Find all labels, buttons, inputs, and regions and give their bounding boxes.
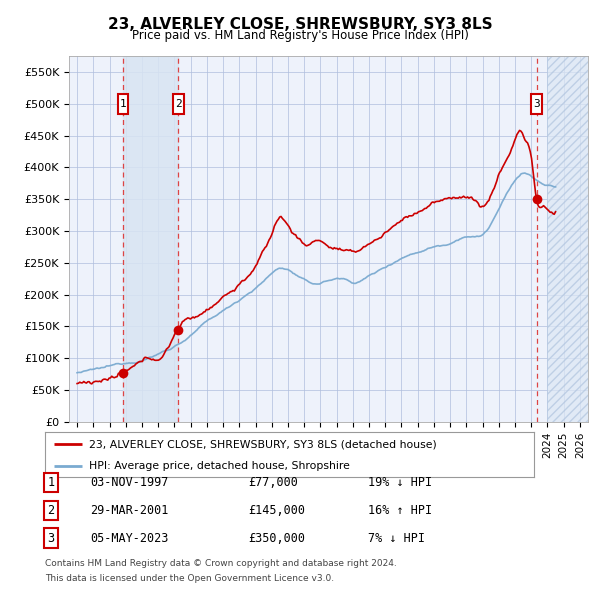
Text: £145,000: £145,000 <box>248 504 305 517</box>
FancyBboxPatch shape <box>532 94 542 114</box>
Text: Price paid vs. HM Land Registry's House Price Index (HPI): Price paid vs. HM Land Registry's House … <box>131 30 469 42</box>
Text: This data is licensed under the Open Government Licence v3.0.: This data is licensed under the Open Gov… <box>45 574 334 583</box>
Text: 23, ALVERLEY CLOSE, SHREWSBURY, SY3 8LS: 23, ALVERLEY CLOSE, SHREWSBURY, SY3 8LS <box>107 17 493 31</box>
Text: £77,000: £77,000 <box>248 476 298 489</box>
Text: 2: 2 <box>175 99 182 109</box>
Text: 7% ↓ HPI: 7% ↓ HPI <box>368 532 425 545</box>
Text: 05-MAY-2023: 05-MAY-2023 <box>90 532 169 545</box>
Text: £350,000: £350,000 <box>248 532 305 545</box>
Text: 23, ALVERLEY CLOSE, SHREWSBURY, SY3 8LS (detached house): 23, ALVERLEY CLOSE, SHREWSBURY, SY3 8LS … <box>89 440 437 450</box>
Text: HPI: Average price, detached house, Shropshire: HPI: Average price, detached house, Shro… <box>89 461 350 471</box>
Text: Contains HM Land Registry data © Crown copyright and database right 2024.: Contains HM Land Registry data © Crown c… <box>45 559 397 568</box>
Text: 1: 1 <box>47 476 55 489</box>
Text: 2: 2 <box>47 504 55 517</box>
FancyBboxPatch shape <box>118 94 128 114</box>
Text: 29-MAR-2001: 29-MAR-2001 <box>90 504 169 517</box>
Text: 3: 3 <box>47 532 55 545</box>
Text: 1: 1 <box>120 99 127 109</box>
Text: 03-NOV-1997: 03-NOV-1997 <box>90 476 169 489</box>
Text: 16% ↑ HPI: 16% ↑ HPI <box>368 504 432 517</box>
Bar <box>547 56 588 422</box>
Text: 3: 3 <box>533 99 540 109</box>
Bar <box>123 56 178 422</box>
FancyBboxPatch shape <box>173 94 184 114</box>
Text: 19% ↓ HPI: 19% ↓ HPI <box>368 476 432 489</box>
